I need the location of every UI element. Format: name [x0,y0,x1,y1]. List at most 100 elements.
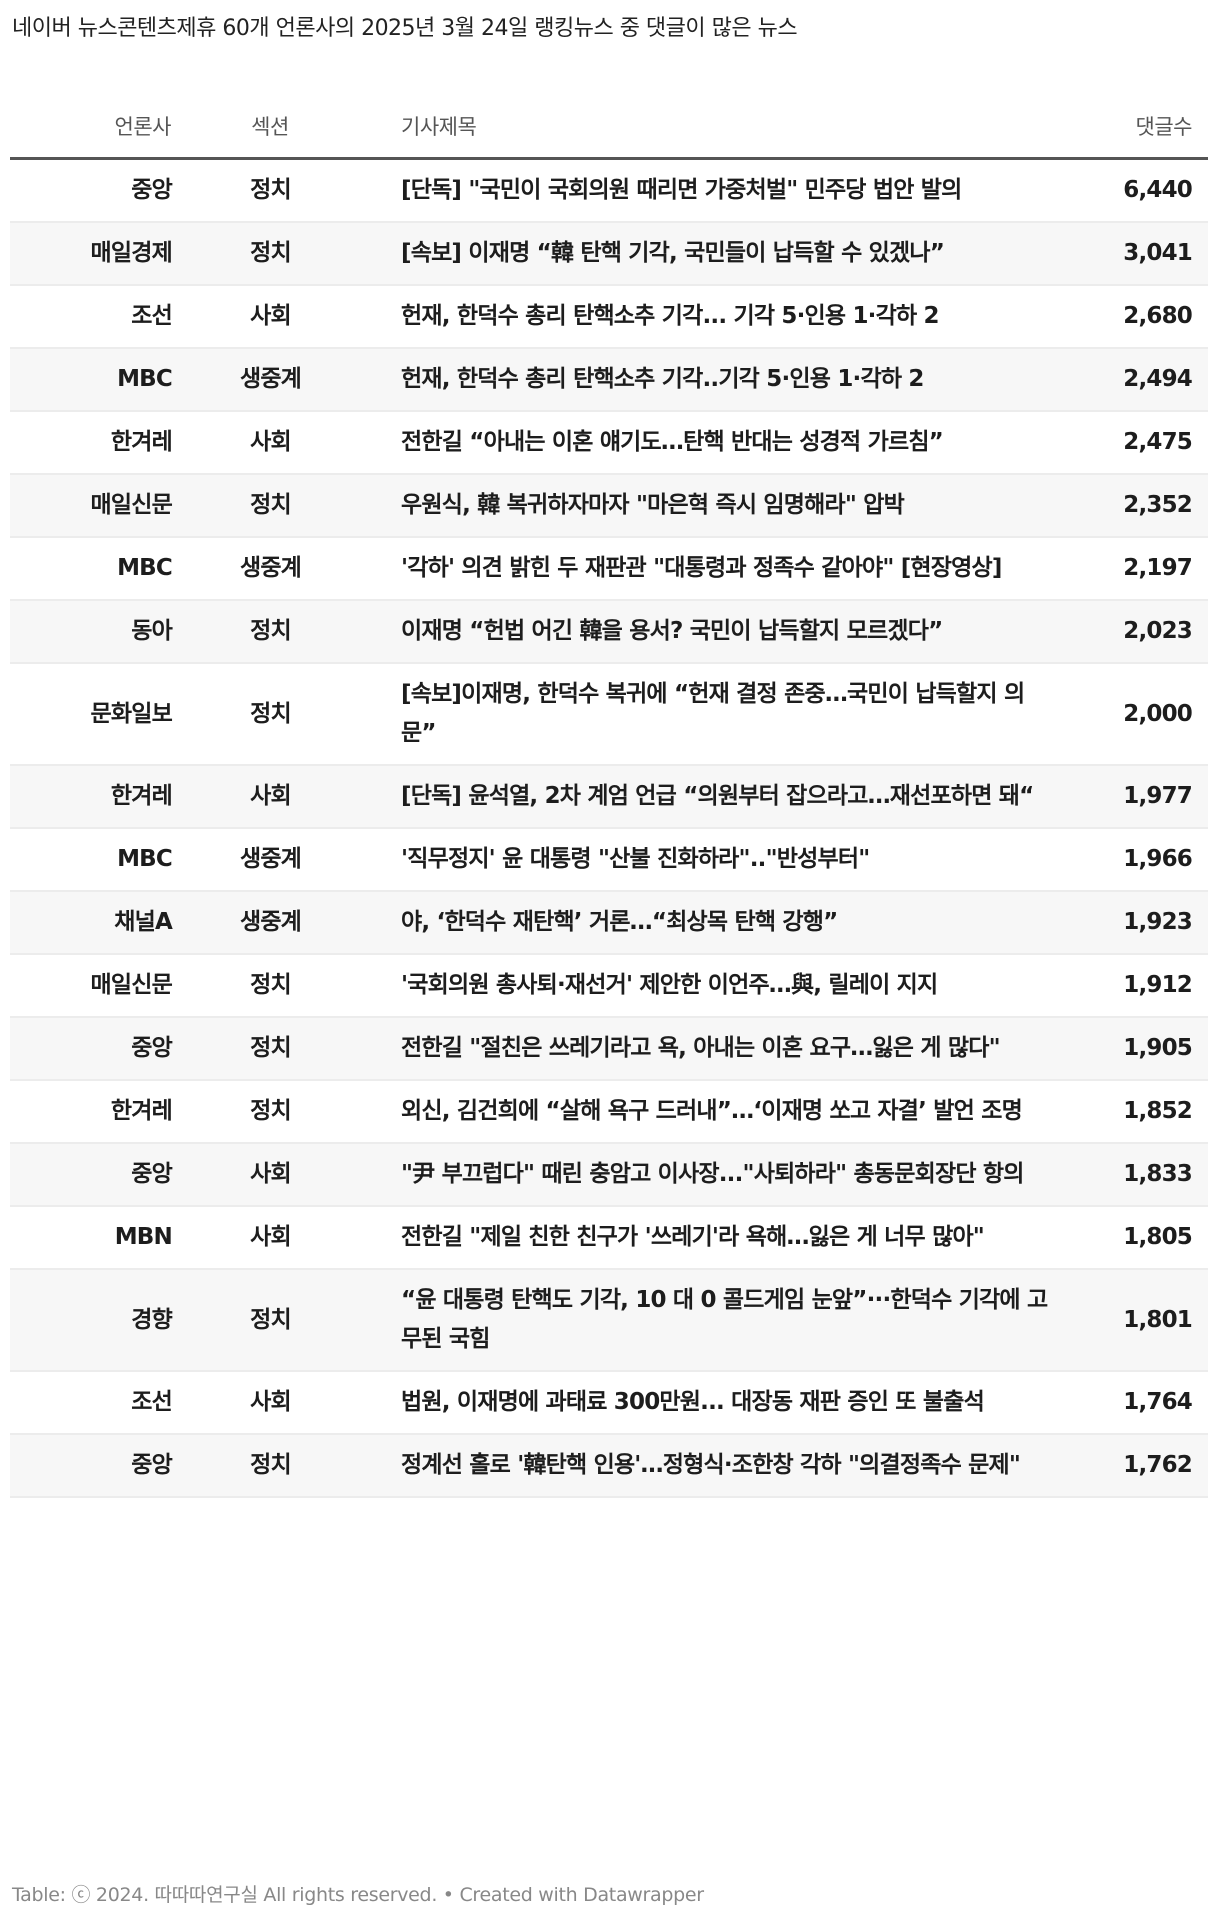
press-cell: MBC [10,348,173,412]
headline-cell: [속보] 이재명 “韓 탄핵 기각, 국민들이 납득할 수 있겠나” [333,222,1065,286]
headline-cell: 전한길 "제일 친한 친구가 '쓰레기'라 욕해…잃은 게 너무 많아" [333,1206,1065,1270]
table-row: 채널A 생중계 야, ‘한덕수 재탄핵’ 거론…“최상목 탄핵 강행” 1,923 [10,891,1208,955]
press-cell: 매일신문 [10,474,173,538]
table-row: 한겨레 사회 전한길 “아내는 이혼 얘기도…탄핵 반대는 성경적 가르침” 2,47… [10,411,1208,475]
comments-cell: 2,000 [1065,663,1208,766]
section-cell: 사회 [172,1143,333,1207]
press-cell: MBC [10,828,173,892]
comments-cell: 1,801 [1065,1269,1208,1372]
column-header-headline: 기사제목 [333,95,1065,160]
column-header-section: 섹션 [172,95,333,160]
table-row: MBN 사회 전한길 "제일 친한 친구가 '쓰레기'라 욕해…잃은 게 너무 많아… [10,1206,1208,1270]
table-row: 문화일보 정치 [속보]이재명, 한덕수 복귀에 “헌재 결정 존중…국민이 납득할… [10,663,1208,766]
table-row: 경향 정치 “윤 대통령 탄핵도 기각, 10 대 0 콜드게임 눈앞”···한덕수… [10,1269,1208,1372]
table-title: 네이버 뉴스콘텐츠제휴 60개 언론사의 2025년 3월 24일 랭킹뉴스 중… [12,16,798,41]
comments-cell: 2,475 [1065,411,1208,475]
headline-cell: '직무정지' 윤 대통령 "산불 진화하라".."반성부터" [333,828,1065,892]
table-row: 조선 사회 법원, 이재명에 과태료 300만원... 대장동 재판 증인 또 불출… [10,1371,1208,1435]
comments-cell: 1,764 [1065,1371,1208,1435]
press-cell: 매일신문 [10,954,173,1018]
comments-cell: 2,023 [1065,600,1208,664]
table-row: 중앙 정치 전한길 "절친은 쓰레기라고 욕, 아내는 이혼 요구…잃은 게 많다"… [10,1017,1208,1081]
headline-cell: 정계선 홀로 '韓탄핵 인용'…정형식·조한창 각하 "의결정족수 문제" [333,1434,1065,1498]
press-cell: 문화일보 [10,663,173,766]
comments-cell: 2,197 [1065,537,1208,601]
press-cell: 중앙 [10,158,173,223]
headline-cell: [단독] 윤석열, 2차 계엄 언급 “의원부터 잡으라고…재선포하면 돼“ [333,765,1065,829]
table-row: MBC 생중계 '직무정지' 윤 대통령 "산불 진화하라".."반성부터" 1,96… [10,828,1208,892]
column-header-press: 언론사 [10,95,172,160]
comments-cell: 6,440 [1065,158,1208,223]
headline-cell: 외신, 김건희에 “살해 욕구 드러내”…‘이재명 쏘고 자결’ 발언 조명 [333,1080,1065,1144]
comments-cell: 1,977 [1065,765,1208,829]
press-cell: 경향 [10,1269,173,1372]
headline-cell: 헌재, 한덕수 총리 탄핵소추 기각... 기각 5·인용 1·각하 2 [333,285,1065,349]
table-row: 중앙 사회 "尹 부끄럽다" 때린 충암고 이사장..."사퇴하라" 총동문회장단 … [10,1143,1208,1207]
section-cell: 사회 [172,1371,333,1435]
table-header-row: 언론사 섹션 기사제목 댓글수 [10,95,1208,160]
headline-cell: "尹 부끄럽다" 때린 충암고 이사장..."사퇴하라" 총동문회장단 항의 [333,1143,1065,1207]
headline-cell: [단독] "국민이 국회의원 때리면 가중처벌" 민주당 법안 발의 [333,158,1065,223]
headline-cell: 이재명 “헌법 어긴 韓을 용서? 국민이 납득할지 모르겠다” [333,600,1065,664]
comments-cell: 2,352 [1065,474,1208,538]
table-row: 매일신문 정치 우원식, 韓 복귀하자마자 "마은혁 즉시 임명해라" 압박 2,35… [10,474,1208,538]
section-cell: 생중계 [172,828,333,892]
table-row: 매일경제 정치 [속보] 이재명 “韓 탄핵 기각, 국민들이 납득할 수 있겠나”… [10,222,1208,286]
press-cell: 중앙 [10,1434,173,1498]
headline-cell: “윤 대통령 탄핵도 기각, 10 대 0 콜드게임 눈앞”···한덕수 기각에… [333,1269,1065,1372]
comments-cell: 1,805 [1065,1206,1208,1270]
table-row: 중앙 정치 [단독] "국민이 국회의원 때리면 가중처벌" 민주당 법안 발의 6,… [10,158,1208,223]
headline-cell: 전한길 "절친은 쓰레기라고 욕, 아내는 이혼 요구…잃은 게 많다" [333,1017,1065,1081]
table-row: 중앙 정치 정계선 홀로 '韓탄핵 인용'…정형식·조한창 각하 "의결정족수 문제… [10,1434,1208,1498]
section-cell: 생중계 [172,348,333,412]
section-cell: 정치 [172,222,333,286]
table-row: 매일신문 정치 '국회의원 총사퇴·재선거' 제안한 이언주…與, 릴레이 지지 1,… [10,954,1208,1018]
headline-cell: 헌재, 한덕수 총리 탄핵소추 기각..기각 5·인용 1·각하 2 [333,348,1065,412]
section-cell: 정치 [172,600,333,664]
press-cell: 조선 [10,1371,173,1435]
press-cell: 중앙 [10,1143,173,1207]
ranking-table: 언론사 섹션 기사제목 댓글수 중앙 정치 [단독] "국민이 국회의원 때리면 가… [10,95,1208,1498]
section-cell: 사회 [172,1206,333,1270]
press-cell: 한겨레 [10,411,173,475]
press-cell: MBN [10,1206,173,1270]
headline-cell: '국회의원 총사퇴·재선거' 제안한 이언주…與, 릴레이 지지 [333,954,1065,1018]
section-cell: 정치 [172,1017,333,1081]
comments-cell: 1,852 [1065,1080,1208,1144]
table-row: 조선 사회 헌재, 한덕수 총리 탄핵소추 기각... 기각 5·인용 1·각하 2… [10,285,1208,349]
section-cell: 생중계 [172,891,333,955]
section-cell: 사회 [172,765,333,829]
comments-cell: 2,680 [1065,285,1208,349]
table-row: MBC 생중계 헌재, 한덕수 총리 탄핵소추 기각..기각 5·인용 1·각하 2… [10,348,1208,412]
comments-cell: 1,905 [1065,1017,1208,1081]
table-row: 동아 정치 이재명 “헌법 어긴 韓을 용서? 국민이 납득할지 모르겠다” 2,02… [10,600,1208,664]
section-cell: 정치 [172,663,333,766]
press-cell: 중앙 [10,1017,173,1081]
comments-cell: 1,833 [1065,1143,1208,1207]
section-cell: 정치 [172,474,333,538]
section-cell: 정치 [172,954,333,1018]
section-cell: 정치 [172,1269,333,1372]
comments-cell: 1,762 [1065,1434,1208,1498]
headline-cell: 법원, 이재명에 과태료 300만원... 대장동 재판 증인 또 불출석 [333,1371,1065,1435]
section-cell: 정치 [172,1434,333,1498]
comments-cell: 2,494 [1065,348,1208,412]
press-cell: 동아 [10,600,173,664]
press-cell: 채널A [10,891,173,955]
headline-cell: 전한길 “아내는 이혼 얘기도…탄핵 반대는 성경적 가르침” [333,411,1065,475]
section-cell: 정치 [172,158,333,223]
table-row: 한겨레 사회 [단독] 윤석열, 2차 계엄 언급 “의원부터 잡으라고…재선포하면… [10,765,1208,829]
comments-cell: 1,912 [1065,954,1208,1018]
column-header-comments: 댓글수 [1065,95,1208,160]
press-cell: 한겨레 [10,1080,173,1144]
press-cell: 한겨레 [10,765,173,829]
press-cell: 매일경제 [10,222,173,286]
comments-cell: 1,966 [1065,828,1208,892]
headline-cell: 우원식, 韓 복귀하자마자 "마은혁 즉시 임명해라" 압박 [333,474,1065,538]
table-row: MBC 생중계 '각하' 의견 밝힌 두 재판관 "대통령과 정족수 같아야" [현… [10,537,1208,601]
footer-credit: Table: ⓒ 2024. 따따따연구실 All rights reserve… [12,1884,704,1906]
comments-cell: 1,923 [1065,891,1208,955]
headline-cell: 야, ‘한덕수 재탄핵’ 거론…“최상목 탄핵 강행” [333,891,1065,955]
headline-cell: [속보]이재명, 한덕수 복귀에 “헌재 결정 존중…국민이 납득할지 의문” [333,663,1065,766]
section-cell: 사회 [172,411,333,475]
